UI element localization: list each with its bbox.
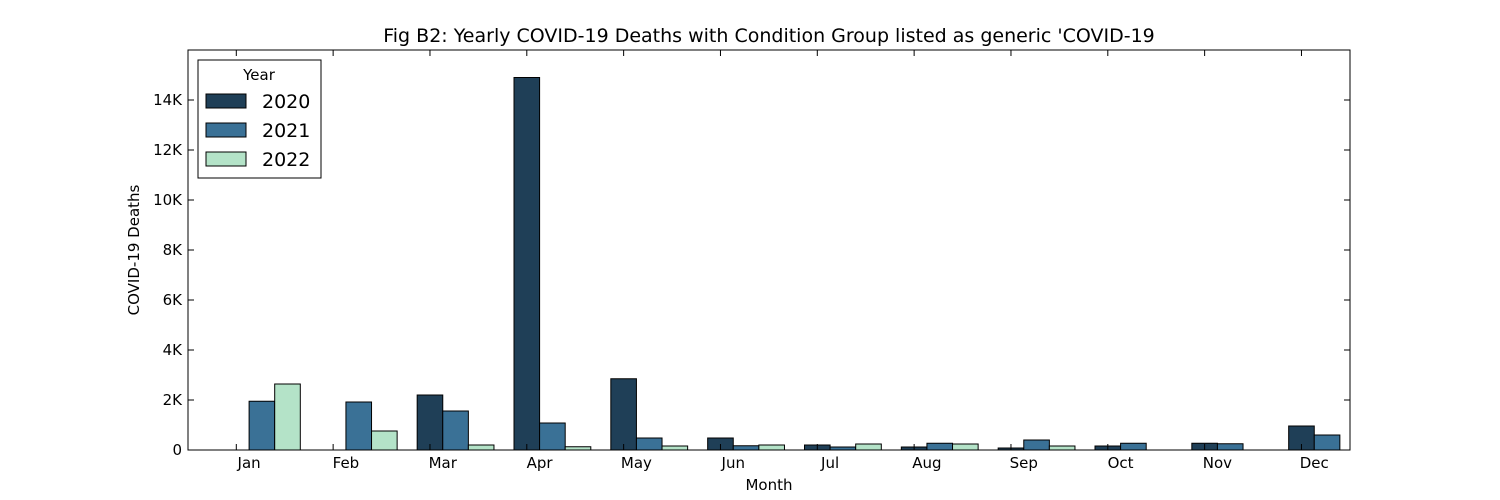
y-tick-label: 0 [172, 441, 182, 459]
y-tick-label: 4K [163, 341, 184, 359]
bar-2021-jun [732, 445, 760, 451]
x-tick-label: Mar [429, 454, 458, 472]
x-tick-label: Aug [912, 454, 941, 472]
bar-2020-apr [513, 77, 541, 451]
x-tick-label: Dec [1300, 454, 1329, 472]
y-tick-label: 10K [153, 191, 183, 209]
legend-label-2021: 2021 [262, 120, 310, 142]
x-tick-label: Sep [1010, 454, 1038, 472]
bar-2020-mar [416, 394, 444, 451]
bar-2022-mar [467, 444, 495, 451]
legend-swatch-2020 [205, 93, 247, 109]
x-tick-label: Jun [721, 454, 745, 472]
bar-2021-jan [248, 400, 276, 451]
bar-2021-may [635, 437, 663, 451]
x-tick-label: Apr [527, 454, 554, 472]
legend-title: Year [242, 66, 276, 84]
bar-2022-jan [274, 383, 301, 451]
y-axis: 0 2K 4K 6K 8K 10K 12K 14K [153, 91, 1350, 459]
bar-2022-jul [855, 443, 882, 451]
bar-2021-sep [1023, 439, 1050, 451]
x-tick-label: Nov [1203, 454, 1232, 472]
y-tick-label: 2K [163, 391, 184, 409]
bar-2021-aug [926, 442, 954, 451]
bar-2020-may [610, 378, 637, 451]
y-tick-label: 6K [163, 291, 184, 309]
legend-swatch-2022 [205, 151, 247, 167]
y-axis-label: COVID-19 Deaths [125, 184, 143, 315]
x-tick-label: Jan [237, 454, 261, 472]
bar-2022-sep [1048, 445, 1076, 451]
bar-2022-feb [371, 430, 398, 451]
legend-label-2020: 2020 [262, 91, 310, 113]
bar-2022-aug [952, 443, 979, 451]
bar-2021-mar [442, 410, 469, 451]
y-tick-label: 12K [153, 141, 183, 159]
bar-2021-feb [345, 401, 373, 451]
legend-items: 2020 2021 2022 [205, 91, 310, 171]
legend-swatch-2021 [205, 122, 247, 138]
bar-2021-dec [1313, 434, 1341, 451]
x-tick-label: Jul [820, 454, 839, 472]
x-axis-label: Month [745, 476, 792, 494]
x-axis: Jan Feb Mar Apr May Jun Jul Aug Sep Oct Nov Dec [235, 50, 1329, 472]
y-tick-label: 14K [153, 91, 183, 109]
x-tick-label: Feb [333, 454, 360, 472]
bar-2021-apr [539, 422, 566, 451]
x-tick-label: Oct [1108, 454, 1134, 472]
chart-title: Fig B2: Yearly COVID-19 Deaths with Cond… [383, 25, 1155, 47]
legend-label-2022: 2022 [262, 149, 310, 171]
bar-2021-nov [1216, 443, 1244, 451]
x-tick-label: May [621, 454, 652, 472]
y-tick-label: 8K [163, 241, 184, 259]
plot-frame [187, 49, 1351, 451]
bar-2022-jun [758, 444, 785, 451]
bar-2022-may [661, 445, 689, 451]
bar-2021-oct [1120, 442, 1147, 451]
legend: Year 2020 2021 2022 [197, 59, 322, 179]
bars-layer [248, 77, 1341, 451]
